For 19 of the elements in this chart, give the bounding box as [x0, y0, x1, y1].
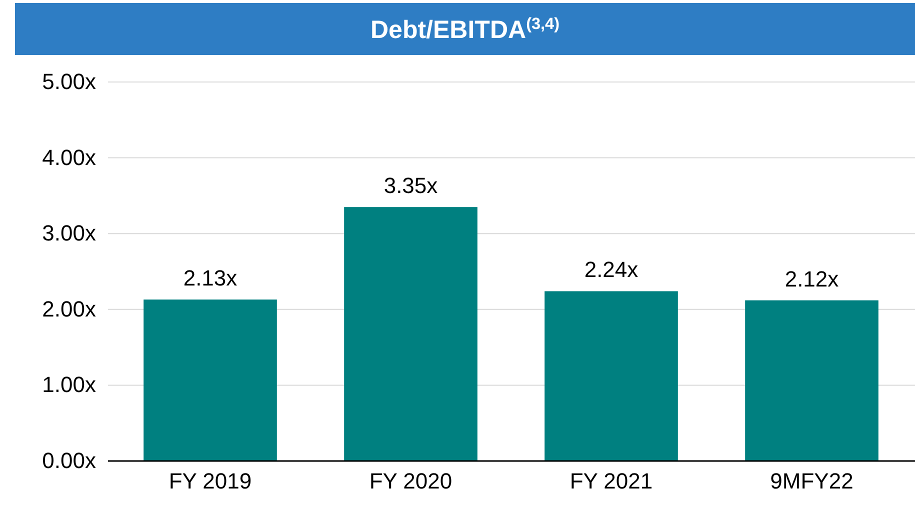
x-tick-label: FY 2021	[570, 468, 653, 494]
data-label: 3.35x	[384, 173, 438, 198]
x-tick-label: FY 2019	[168, 468, 252, 494]
data-label: 2.12x	[784, 266, 839, 292]
y-tick-label: 0.00x	[42, 448, 96, 474]
bar	[344, 207, 478, 461]
bar	[144, 300, 277, 461]
y-tick-label: 5.00x	[42, 69, 96, 94]
data-label: 2.13x	[183, 266, 238, 291]
bar	[544, 291, 678, 461]
x-tick-label: FY 2020	[369, 468, 452, 494]
y-tick-label: 4.00x	[42, 144, 96, 170]
y-tick-label: 3.00x	[42, 220, 96, 246]
y-tick-label: 2.00x	[42, 296, 96, 322]
x-tick-label: 9MFY22	[770, 468, 854, 494]
y-tick-label: 1.00x	[42, 372, 96, 398]
data-label: 2.24x	[584, 257, 638, 282]
bar	[745, 300, 878, 461]
chart-title: Debt/EBITDA$^{(3,4)}$	[370, 15, 560, 44]
